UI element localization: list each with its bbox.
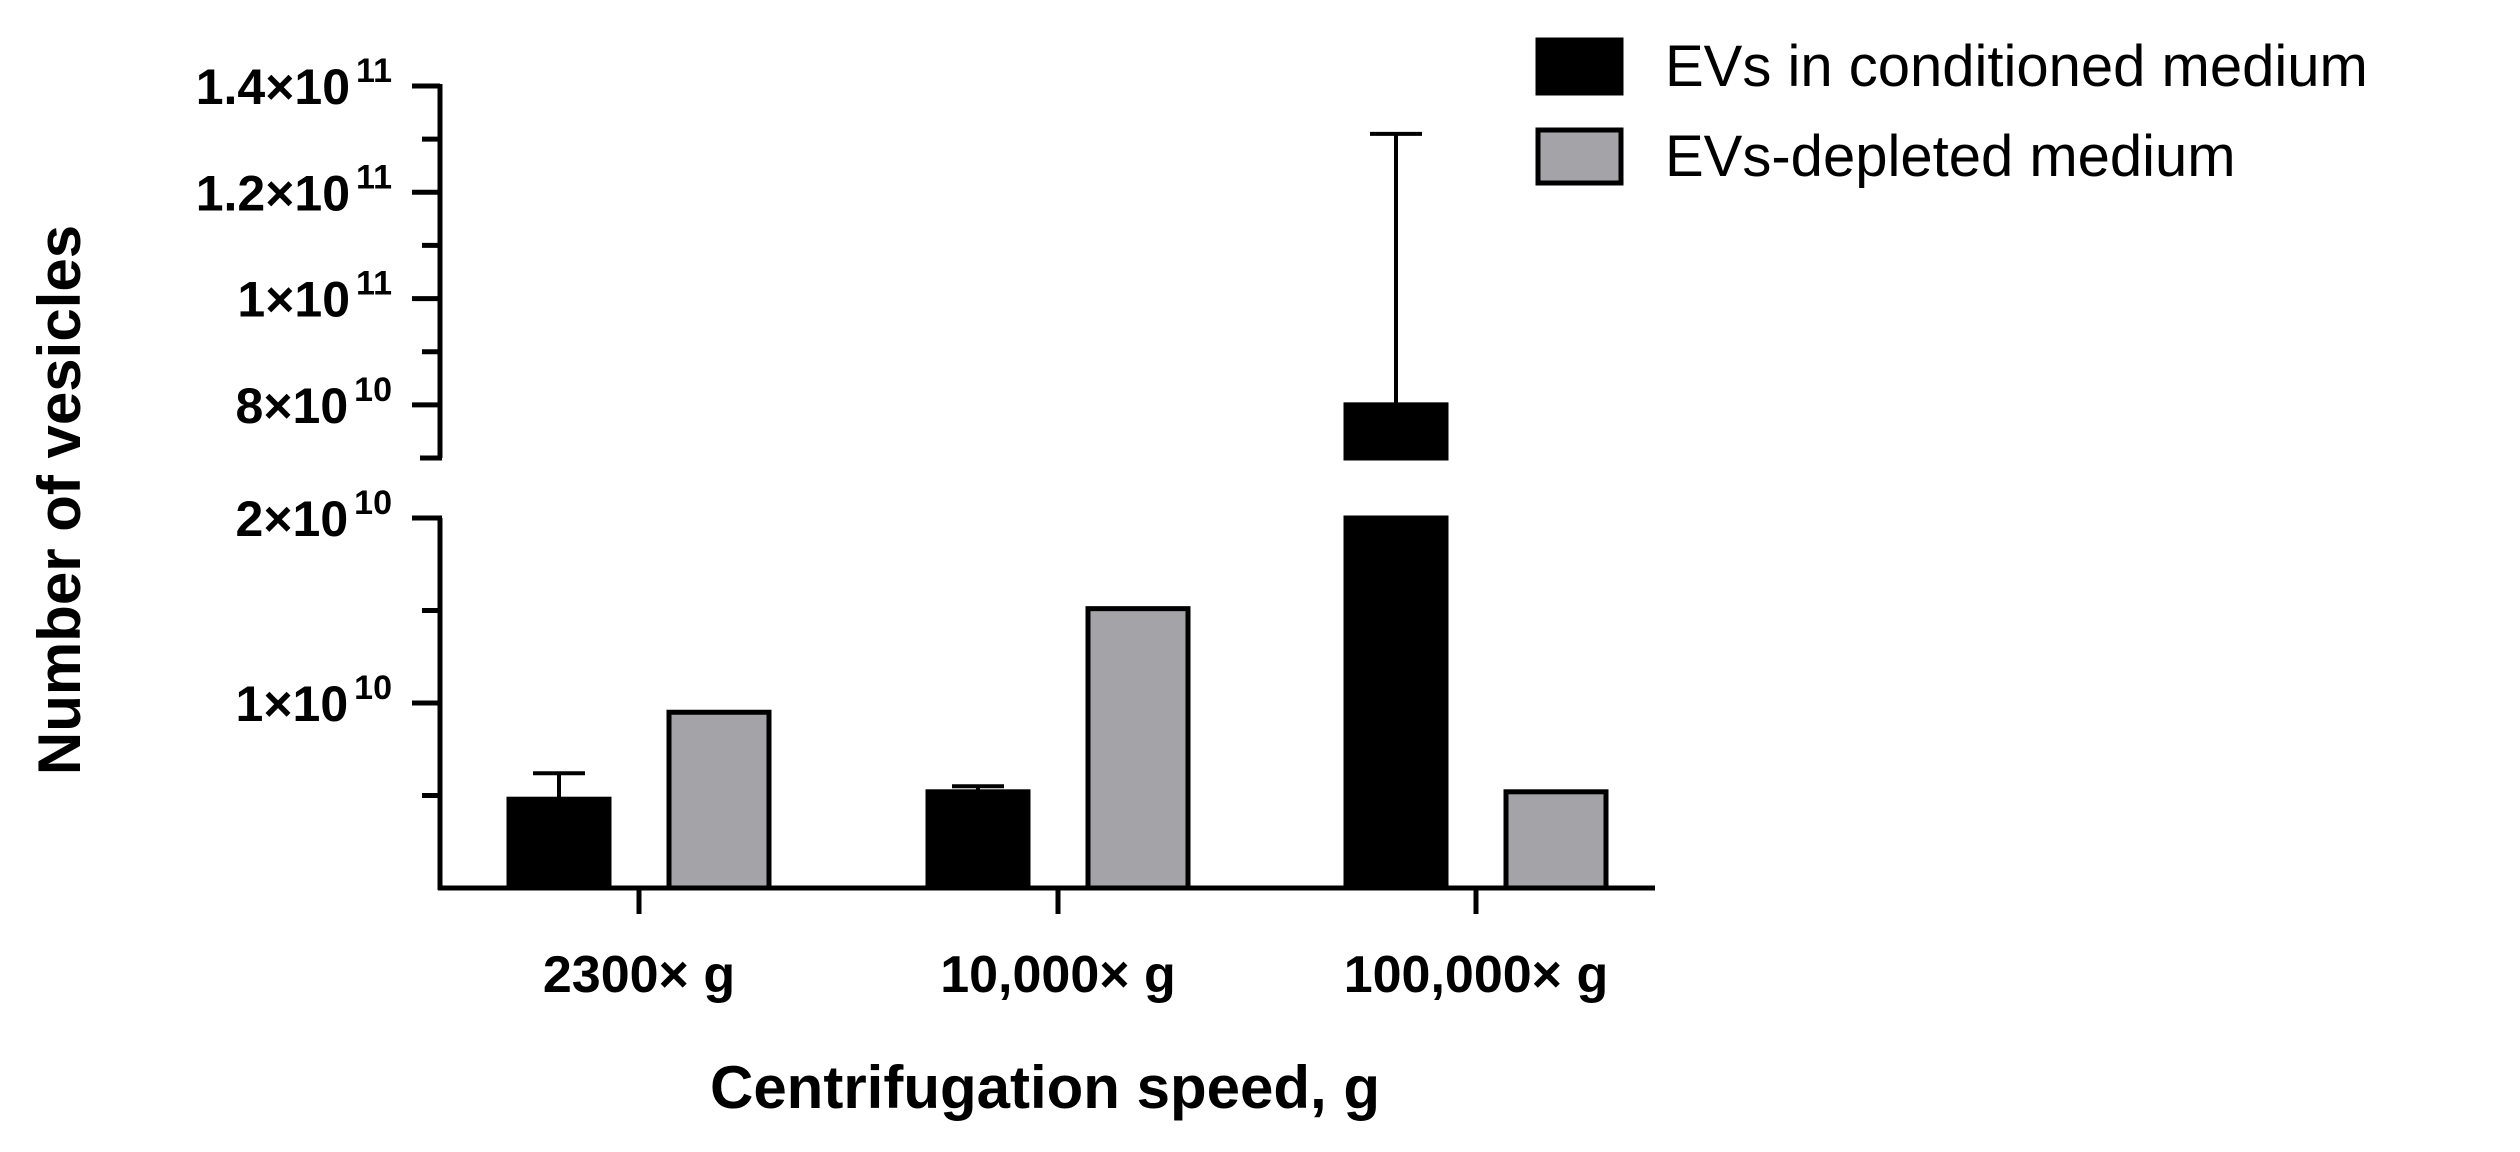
bar-conditioned-lower [1343,515,1449,891]
y-tick-label: 8×10 10 [236,371,392,434]
bar-depleted [666,709,772,891]
legend-swatch [1535,127,1624,186]
x-axis-title: Centrifugation speed, g [710,1054,1380,1121]
x-tick-label: 2300× g [543,946,735,1004]
x-tick-label: 100,000× g [1344,946,1609,1004]
legend: EVs in conditioned medium EVs-depleted me… [1535,34,2368,189]
y-tick-label: 1×10 10 [236,669,392,732]
bar-depleted [1085,606,1191,891]
x-tick-labels: 2300× g 10,000× g 100,000× g [543,946,1608,1004]
y-tick-label: 1.2×10 11 [196,158,392,221]
y-tick-labels: 1×10 10 2×10 10 8×10 10 1×10 11 1.2×10 11 1.4×10 11 [196,52,392,732]
legend-swatch [1535,37,1624,96]
y-tick-label: 2×10 10 [236,484,392,547]
y-tick-label: 1×10 11 [237,265,392,328]
bar-conditioned [925,789,1031,891]
x-tick-label: 10,000× g [940,946,1176,1004]
bars [506,131,1609,891]
bar-depleted [1503,789,1609,891]
bar-conditioned [506,796,612,891]
legend-label: EVs in conditioned medium [1665,34,2368,99]
axes [412,83,1655,914]
y-tick-label: 1.4×10 11 [196,52,392,115]
bar-conditioned-upper [1343,402,1449,461]
legend-label: EVs-depleted medium [1665,124,2236,189]
y-axis-title: Number of vesicles [26,225,93,775]
